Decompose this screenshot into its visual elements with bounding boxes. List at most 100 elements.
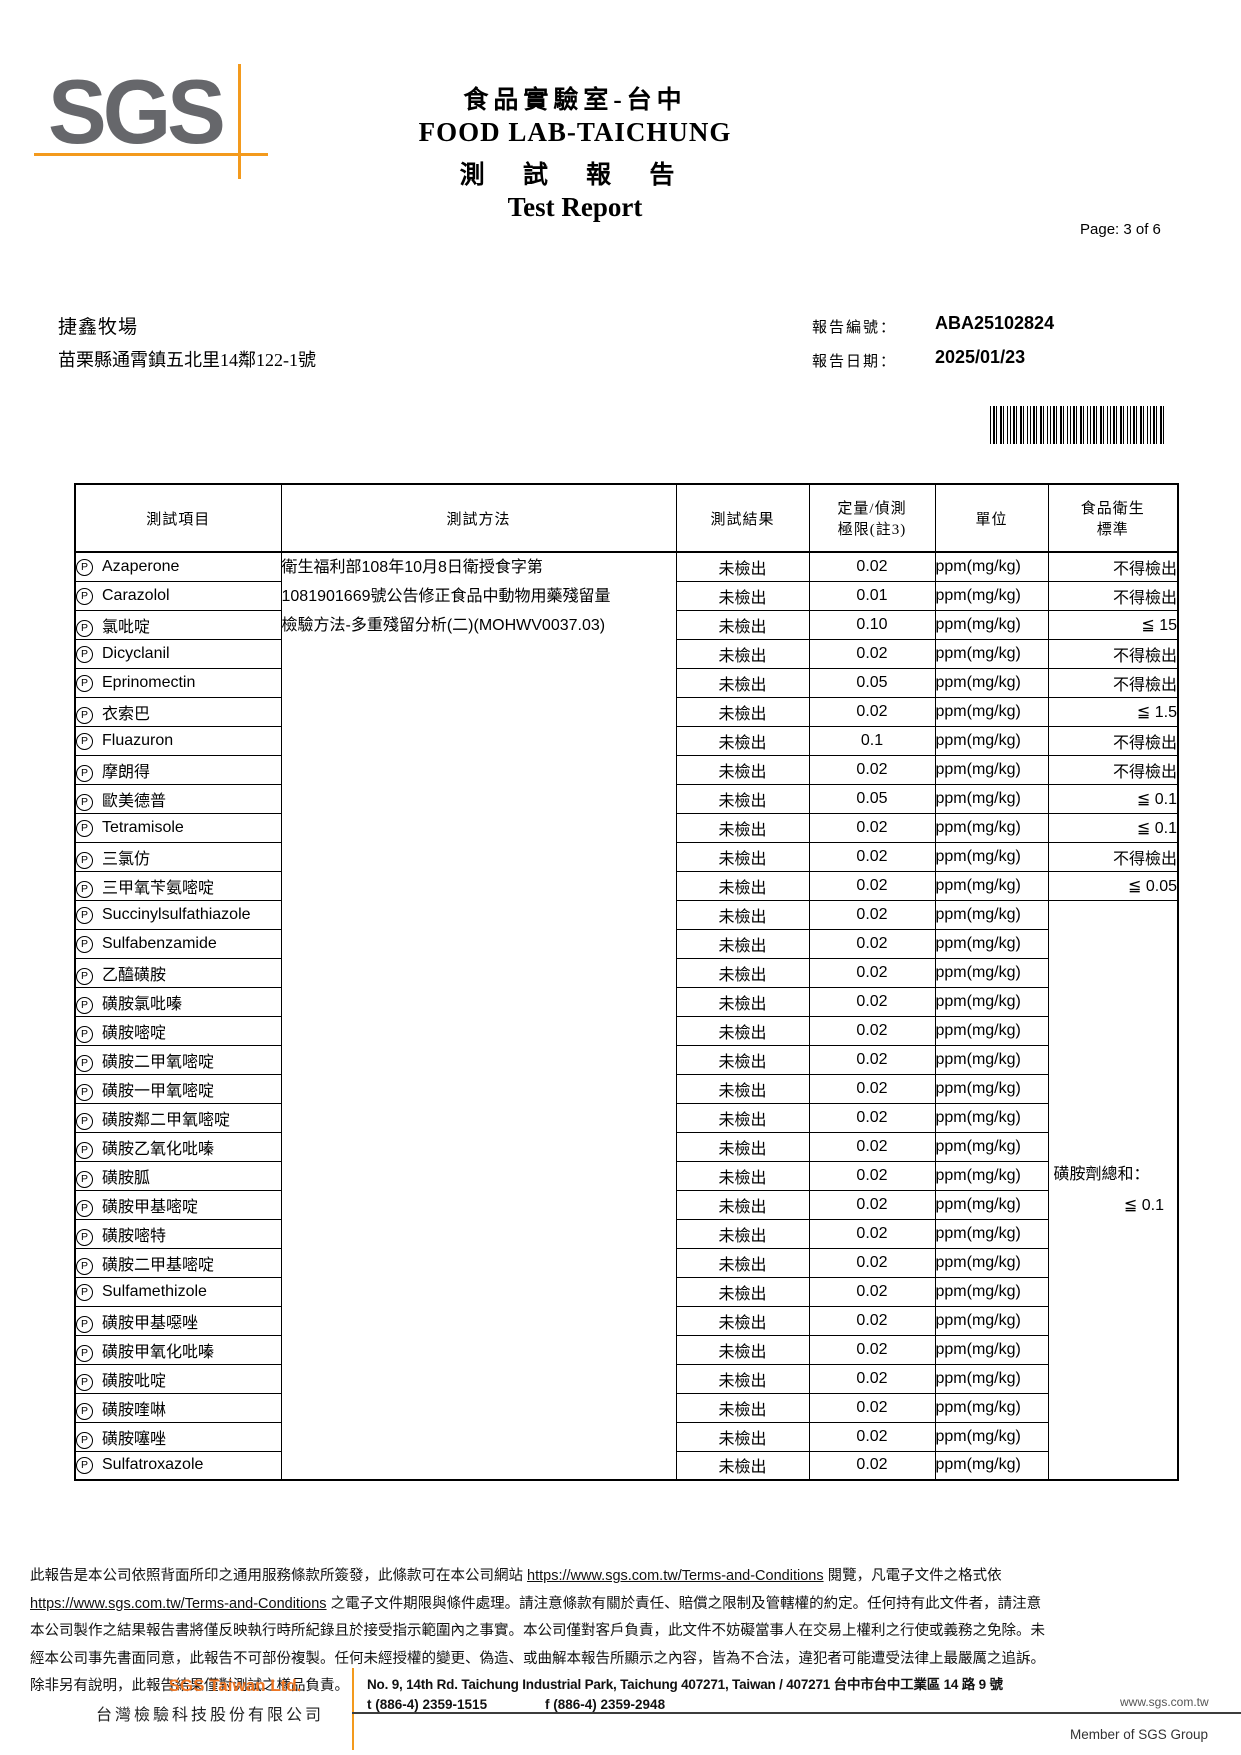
p-marker-icon: P xyxy=(76,674,93,692)
test-item-cell: P Succinylsulfathiazole xyxy=(74,899,282,930)
unit-cell: ppm(mg/kg) xyxy=(934,1276,1049,1307)
standard-cell: 不得檢出 xyxy=(1047,754,1179,785)
limit-cell: 0.02 xyxy=(808,812,936,843)
disclaimer-text: 此報告是本公司依照背面所印之通用服務條款所簽發，此條款可在本公司網站 xyxy=(30,1568,528,1584)
test-item-label: 三氯仿 xyxy=(102,850,151,868)
unit-cell: ppm(mg/kg) xyxy=(934,696,1049,727)
result-cell: 未檢出 xyxy=(675,638,810,669)
test-item-cell: P 磺胺二甲基嘧啶 xyxy=(74,1247,282,1278)
limit-cell: 0.02 xyxy=(808,1189,936,1220)
test-item-cell: P 磺胺喹啉 xyxy=(74,1392,282,1423)
result-row: P 摩朗得 未檢出 0.02 ppm(mg/kg) 不得檢出 xyxy=(74,754,1179,785)
disclaimer-text: 之電子文件期限與條件處理。請注意條款有關於責任、賠償之限制及管轄權的約定。任何持… xyxy=(326,1595,1042,1612)
p-marker-icon: P xyxy=(76,1199,93,1217)
standard-cell: 不得檢出 xyxy=(1047,667,1179,698)
report-date-label: 報告日期： xyxy=(812,354,898,370)
footer-website-link[interactable]: www.sgs.com.tw xyxy=(1120,1695,1209,1709)
page-number: Page: 3 of 6 xyxy=(1080,221,1161,238)
result-cell: 未檢出 xyxy=(675,1450,810,1481)
unit-cell: ppm(mg/kg) xyxy=(934,1363,1049,1394)
result-row: P Succinylsulfathiazole 未檢出 0.02 ppm(mg/kg) 磺… xyxy=(74,899,1179,1481)
unit-cell: ppm(mg/kg) xyxy=(934,638,1049,669)
limit-cell: 0.02 xyxy=(808,1276,936,1307)
result-cell: 未檢出 xyxy=(675,812,810,843)
test-item-label: 磺胺氯吡嗪 xyxy=(102,995,183,1013)
disclaimer-line: 除非另有說明，此報告結果僅對測試之樣品負責。 xyxy=(30,1678,349,1694)
report-no-value: ABA25102824 xyxy=(935,313,1055,333)
disclaimer-line: https://www.sgs.com.tw/Terms-and-Conditi… xyxy=(30,1591,1218,1619)
disclaimer: 此報告是本公司依照背面所印之通用服務條款所簽發，此條款可在本公司網站 https… xyxy=(30,1563,1218,1701)
limit-cell: 0.02 xyxy=(808,1363,936,1394)
test-item-cell: P Fluazuron xyxy=(74,725,282,756)
limit-cell: 0.02 xyxy=(808,841,936,872)
unit-cell: ppm(mg/kg) xyxy=(934,986,1049,1017)
method-line: 衛生福利部108年10月8日衛授食字第 xyxy=(281,559,543,576)
client-address: 苗栗縣通霄鎮五北里14鄰122-1號 xyxy=(58,350,316,370)
result-cell: 未檢出 xyxy=(675,899,810,930)
result-cell: 未檢出 xyxy=(675,928,810,959)
result-cell: 未檢出 xyxy=(675,1247,810,1278)
limit-cell: 0.02 xyxy=(808,1305,936,1336)
unit-cell: ppm(mg/kg) xyxy=(934,580,1049,611)
result-cell: 未檢出 xyxy=(675,1305,810,1336)
p-marker-icon: P xyxy=(76,1170,93,1188)
col-header-unit: 單位 xyxy=(934,483,1049,553)
test-item-cell: P 氯吡啶 xyxy=(74,609,282,640)
test-item-label: 磺胺甲基嘧啶 xyxy=(102,1198,199,1216)
limit-cell: 0.02 xyxy=(808,1131,936,1162)
result-cell: 未檢出 xyxy=(675,1160,810,1191)
result-row: P 磺胺喹啉 未檢出 0.02 ppm(mg/kg) xyxy=(74,1392,1178,1423)
test-item-label: Fluazuron xyxy=(102,731,174,749)
standard-cell: ≦ 0.1 xyxy=(1047,812,1179,843)
test-item-label: 磺胺噻唑 xyxy=(102,1430,167,1448)
p-marker-icon: P xyxy=(76,1344,93,1362)
p-marker-icon: P xyxy=(76,880,93,898)
limit-cell: 0.02 xyxy=(808,638,936,669)
test-item-cell: P 磺胺乙氧化吡嗪 xyxy=(74,1131,282,1162)
limit-cell: 0.02 xyxy=(808,1160,936,1191)
disclaimer-line: 經本公司事先書面同意，此報告不可部份複製。任何未經授權的變更、偽造、或曲解本報告… xyxy=(30,1650,1045,1667)
p-marker-icon: P xyxy=(76,1025,93,1043)
test-item-cell: P 歐美德普 xyxy=(74,783,282,814)
test-item-cell: P 磺胺一甲氧嘧啶 xyxy=(74,1073,282,1104)
result-row: P 三甲氧苄氨嘧啶 未檢出 0.02 ppm(mg/kg) ≦ 0.05 xyxy=(74,870,1179,901)
result-cell: 未檢出 xyxy=(675,551,810,582)
limit-cell: 0.05 xyxy=(808,783,936,814)
test-item-cell: P 衣索巴 xyxy=(74,696,282,727)
result-cell: 未檢出 xyxy=(675,1392,810,1423)
test-item-cell: P 磺胺嘧特 xyxy=(74,1218,282,1249)
test-item-label: 乙醯磺胺 xyxy=(102,966,167,984)
result-row: P 衣索巴 未檢出 0.02 ppm(mg/kg) ≦ 1.5 xyxy=(74,696,1179,727)
limit-cell: 0.02 xyxy=(808,899,936,930)
col-header-method: 測試方法 xyxy=(280,483,677,553)
unit-cell: ppm(mg/kg) xyxy=(934,957,1049,988)
p-marker-icon: P xyxy=(76,851,93,869)
test-item-cell: P Tetramisole xyxy=(74,812,282,843)
unit-cell: ppm(mg/kg) xyxy=(934,1421,1049,1452)
disclaimer-line: 此報告是本公司依照背面所印之通用服務條款所簽發，此條款可在本公司網站 https… xyxy=(30,1563,1218,1591)
unit-cell: ppm(mg/kg) xyxy=(934,841,1049,872)
result-cell: 未檢出 xyxy=(675,725,810,756)
unit-cell: ppm(mg/kg) xyxy=(934,667,1049,698)
limit-cell: 0.02 xyxy=(808,754,936,785)
terms-url-2[interactable]: https://www.sgs.com.tw/Terms-and-Conditi… xyxy=(30,1595,327,1612)
report-no-label: 報告編號： xyxy=(812,320,898,336)
result-cell: 未檢出 xyxy=(675,609,810,640)
unit-cell: ppm(mg/kg) xyxy=(934,1044,1049,1075)
p-marker-icon: P xyxy=(76,996,93,1014)
unit-cell: ppm(mg/kg) xyxy=(934,1131,1049,1162)
limit-cell: 0.05 xyxy=(808,667,936,698)
test-item-label: 磺胺一甲氧嘧啶 xyxy=(102,1082,215,1100)
footer-phone: t (886-4) 2359-1515 xyxy=(367,1697,488,1712)
p-marker-icon: P xyxy=(76,1373,93,1391)
p-marker-icon: P xyxy=(76,1283,93,1301)
footer-address: No. 9, 14th Rd. Taichung Industrial Park… xyxy=(367,1677,1003,1692)
terms-url-1[interactable]: https://www.sgs.com.tw/Terms-and-Conditi… xyxy=(527,1568,824,1584)
limit-cell: 0.02 xyxy=(808,928,936,959)
p-marker-icon: P xyxy=(76,793,93,811)
test-item-cell: P 磺胺甲基噁唑 xyxy=(74,1305,282,1336)
result-row: P Carazolol 未檢出 0.01 ppm(mg/kg) 不得檢出 xyxy=(74,580,1179,611)
limit-cell: 0.02 xyxy=(808,1073,936,1104)
result-cell: 未檢出 xyxy=(675,1189,810,1220)
p-marker-icon: P xyxy=(76,764,93,782)
